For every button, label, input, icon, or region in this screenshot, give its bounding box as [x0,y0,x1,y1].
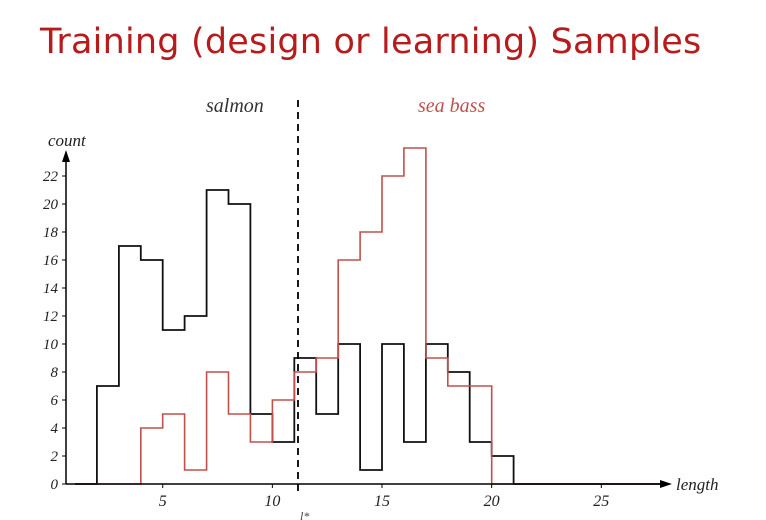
bars-seabass-bin [448,386,470,484]
bars-seabass-bin [404,148,426,484]
bars-seabass-bin [207,372,229,484]
y-tick-label: 16 [43,253,59,269]
bars-salmon-bin [119,246,141,484]
bars-seabass-bin [250,442,272,484]
x-tick-label: 15 [374,493,390,510]
y-tick-label: 10 [43,337,59,353]
x-axis-label: length [676,475,719,494]
bars-seabass-bin [141,428,163,484]
x-tick-label: 20 [484,493,500,510]
y-tick-label: 20 [43,197,59,213]
bars-salmon-bin [97,386,119,484]
y-tick-label: 0 [51,477,59,493]
y-tick-label: 4 [51,421,59,437]
salmon-histogram [75,189,668,485]
bars-salmon-bin [492,456,514,484]
y-tick-label: 18 [43,225,59,241]
bars-salmon-bin [185,316,207,484]
y-axis-arrow-icon [62,150,70,162]
bars-seabass-bin [272,400,294,484]
bars-seabass-bin [229,414,251,484]
x-tick-label: 25 [593,493,609,510]
y-axis-label: count [48,131,87,150]
threshold-label: l* [300,509,309,520]
x-tick-label: 5 [159,493,167,510]
bars-seabass-bin [338,260,360,484]
y-axis-ticks: 0 2 4 6 8 10 12 14 16 18 20 22 [43,169,66,493]
bars-seabass-bin [360,232,382,484]
y-tick-label: 14 [43,281,59,297]
sea-bass-label: sea bass [418,95,485,117]
x-axis-arrow-icon [660,480,672,488]
y-tick-label: 8 [51,365,59,381]
y-tick-label: 12 [43,309,59,325]
sea-bass-histogram [75,147,668,485]
x-axis-ticks: 5 10 15 20 25 [159,484,609,510]
bars-seabass-bin [470,386,492,484]
bars-seabass-bin [426,358,448,484]
bars-seabass-bin [163,414,185,484]
bars-seabass-bin [316,358,338,484]
salmon-label: salmon [206,95,264,117]
bars-salmon-outline [75,189,668,485]
bars-seabass-bin [382,176,404,484]
bars-seabass-bin [185,470,207,484]
x-tick-label: 10 [264,493,280,510]
slide-title: Training (design or learning) Samples [40,22,702,62]
y-tick-label: 6 [51,393,59,409]
y-tick-label: 22 [43,169,59,185]
y-tick-label: 2 [51,449,59,465]
